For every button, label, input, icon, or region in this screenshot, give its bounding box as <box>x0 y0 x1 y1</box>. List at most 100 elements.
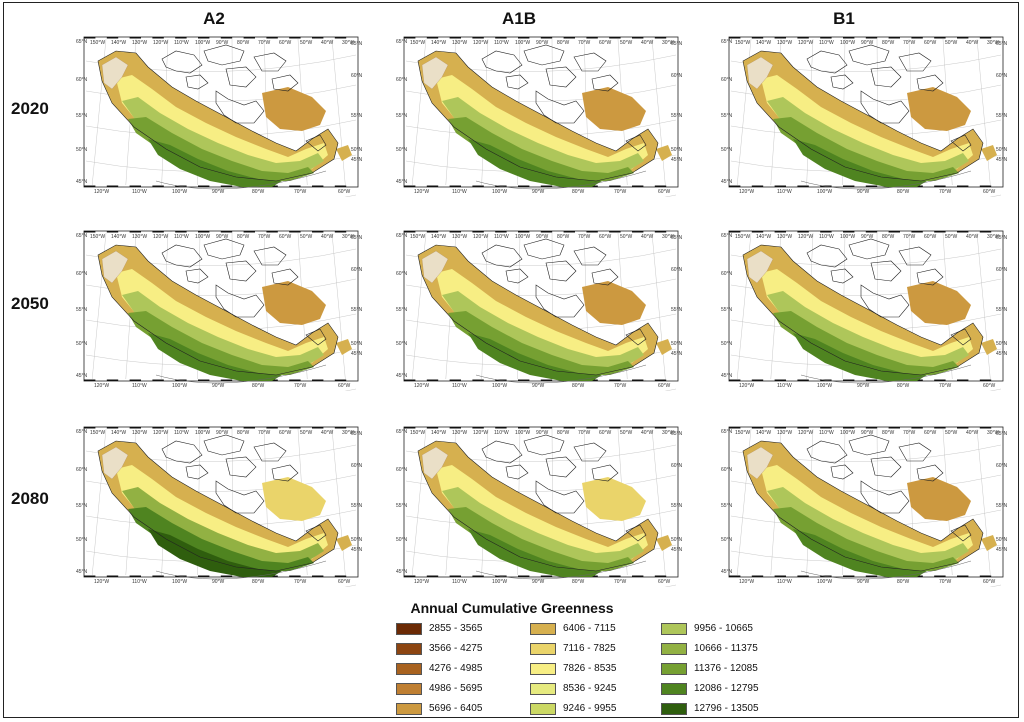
map-svg: 150°W 140°W 130°W 120°W 110°W 100°W 90°W 80°W 70… <box>721 36 1008 197</box>
figure-frame: A2 A1B B1 2020 2050 2080 150°W 140°W 130°W… <box>3 2 1019 718</box>
top-lon-label: 130°W <box>777 40 792 46</box>
top-lon-label: 100°W <box>515 430 530 436</box>
right-lat-label: 60°N <box>996 463 1008 469</box>
top-lon-label: 120°W <box>473 40 488 46</box>
coastline <box>417 44 659 190</box>
top-lon-label: 80°W <box>882 40 895 46</box>
bottom-lon-label: 90°W <box>857 189 870 195</box>
top-lon-label: 150°W <box>735 234 750 240</box>
bottom-lon-label: 100°W <box>172 189 187 195</box>
top-lon-label: 120°W <box>473 430 488 436</box>
left-lat-label: 55°N <box>76 307 88 313</box>
bottom-lon-label: 70°W <box>614 189 627 195</box>
bottom-lon-label: 90°W <box>857 383 870 389</box>
bottom-lon-label: 70°W <box>294 579 307 585</box>
top-lon-label: 150°W <box>735 430 750 436</box>
greenness-band <box>98 441 338 571</box>
bottom-lon-label: 80°W <box>252 383 265 389</box>
coastline <box>742 238 984 384</box>
left-lat-label: 60°N <box>76 77 88 83</box>
greenness-band <box>418 51 658 181</box>
top-lon-label: 100°W <box>195 234 210 240</box>
left-lat-label: 60°N <box>396 271 408 277</box>
row-header-2020: 2020 <box>11 99 49 118</box>
top-lon-label: 120°W <box>153 40 168 46</box>
right-lat-label: 60°N <box>351 463 363 469</box>
left-lat-label: 45°N <box>396 373 408 379</box>
top-lon-label: 70°W <box>903 234 916 240</box>
legend-item: 4986 - 5695 <box>396 681 482 696</box>
greenness-band <box>793 529 927 577</box>
newfoundland <box>981 339 997 355</box>
mountain-region <box>746 446 774 480</box>
bottom-lon-label: 80°W <box>252 579 265 585</box>
labrador-region <box>907 281 971 325</box>
top-lon-label: 120°W <box>798 430 813 436</box>
bottom-lon-label: 70°W <box>294 189 307 195</box>
bottom-lon-label: 90°W <box>532 189 545 195</box>
legend-label: 8536 - 9245 <box>563 683 617 694</box>
top-lon-label: 90°W <box>216 40 229 46</box>
legend-label: 6406 - 7115 <box>563 623 616 634</box>
legend-item: 10666 - 11375 <box>661 641 758 656</box>
right-lat-label: 45°N <box>351 157 363 163</box>
top-lon-label: 140°W <box>756 234 771 240</box>
bottom-lon-label: 110°W <box>452 189 467 195</box>
mountain-region <box>421 56 449 90</box>
bottom-lon-label: 70°W <box>939 579 952 585</box>
top-lon-label: 150°W <box>90 40 105 46</box>
map-svg: 150°W 140°W 130°W 120°W 110°W 100°W 90°W 80°W 70… <box>76 36 363 197</box>
top-lon-label: 120°W <box>473 234 488 240</box>
row-header-2080: 2080 <box>11 489 49 508</box>
top-lon-label: 100°W <box>515 234 530 240</box>
legend-swatch <box>661 702 687 715</box>
left-lat-label: 65°N <box>76 233 88 239</box>
map-svg: 150°W 140°W 130°W 120°W 110°W 100°W 90°W 80°W 70… <box>396 230 683 391</box>
legend-item: 5696 - 6405 <box>396 701 482 716</box>
bottom-lon-label: 60°W <box>658 383 671 389</box>
right-lat-label: 65°N <box>671 41 683 47</box>
right-lat-label: 60°N <box>671 73 683 79</box>
right-lat-label: 50°N <box>671 341 683 347</box>
top-lon-label: 110°W <box>494 234 509 240</box>
coastline <box>97 434 339 580</box>
top-lon-label: 110°W <box>494 40 509 46</box>
map-panel-2050-a2: 150°W 140°W 130°W 120°W 110°W 100°W 90°W 80°W 70… <box>76 225 366 391</box>
newfoundland <box>336 145 352 161</box>
top-lon-label: 80°W <box>237 40 250 46</box>
top-lon-label: 40°W <box>321 430 334 436</box>
right-lat-label: 65°N <box>671 431 683 437</box>
right-lat-label: 55°N <box>351 503 363 509</box>
right-lat-label: 65°N <box>996 431 1008 437</box>
legend-swatch <box>530 702 556 715</box>
right-lat-label: 55°N <box>351 113 363 119</box>
bottom-lon-label: 120°W <box>414 383 429 389</box>
top-lon-label: 70°W <box>578 430 591 436</box>
greenness-band <box>793 333 927 381</box>
top-lon-label: 40°W <box>966 234 979 240</box>
left-lat-label: 60°N <box>76 271 88 277</box>
left-lat-label: 60°N <box>76 467 88 473</box>
left-lat-label: 60°N <box>721 467 733 473</box>
coastline <box>417 434 659 580</box>
top-lon-label: 40°W <box>641 40 654 46</box>
coastline <box>742 434 984 580</box>
bottom-lon-label: 90°W <box>212 189 225 195</box>
top-lon-label: 150°W <box>410 40 425 46</box>
top-lon-label: 60°W <box>924 430 937 436</box>
right-lat-label: 65°N <box>351 235 363 241</box>
top-lon-label: 150°W <box>90 234 105 240</box>
top-lon-label: 50°W <box>300 430 313 436</box>
map-svg: 150°W 140°W 130°W 120°W 110°W 100°W 90°W 80°W 70… <box>76 426 363 587</box>
newfoundland <box>656 145 672 161</box>
bottom-lon-label: 110°W <box>777 579 792 585</box>
left-lat-label: 55°N <box>396 307 408 313</box>
legend-swatch <box>530 642 556 655</box>
bottom-lon-label: 110°W <box>132 189 147 195</box>
right-lat-label: 45°N <box>996 157 1008 163</box>
top-lon-label: 130°W <box>777 430 792 436</box>
legend-swatch <box>661 642 687 655</box>
bottom-lon-label: 60°W <box>983 579 996 585</box>
top-lon-label: 140°W <box>431 234 446 240</box>
top-lon-label: 100°W <box>840 40 855 46</box>
